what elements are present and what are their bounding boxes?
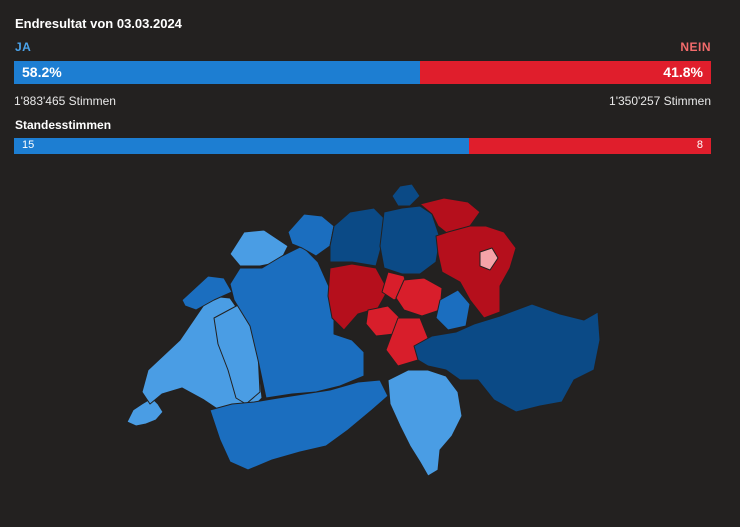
standesstimmen-bar: 15 8 [14, 138, 711, 154]
canton-jura[interactable] [229, 229, 289, 267]
yes-bar-segment: 58.2% [14, 61, 420, 84]
canton-schaffhausen[interactable] [391, 183, 421, 207]
canton-zurich[interactable] [379, 205, 441, 275]
canton-schwyz[interactable] [395, 277, 443, 317]
canton-aargau[interactable] [329, 207, 385, 267]
canton-graubuenden[interactable] [413, 303, 601, 413]
standesstimmen-no-segment: 8 [468, 138, 711, 154]
canton-neuchatel[interactable] [181, 275, 233, 311]
canton-appenzell-innerrhoden[interactable] [479, 247, 499, 271]
canton-st-gallen[interactable] [435, 225, 517, 319]
yes-votes: 1'883'465 Stimmen [14, 94, 116, 108]
result-bar: 58.2% 41.8% [14, 61, 711, 84]
canton-valais[interactable] [209, 379, 389, 471]
standesstimmen-title: Standesstimmen [15, 118, 112, 132]
standesstimmen-no-count: 8 [696, 139, 703, 151]
result-title: Endresultat von 03.03.2024 [15, 16, 182, 31]
canton-glarus[interactable] [435, 289, 471, 331]
no-label: NEIN [680, 40, 711, 54]
yes-percent: 58.2% [22, 64, 62, 80]
no-percent: 41.8% [663, 64, 703, 80]
standesstimmen-yes-count: 15 [22, 139, 35, 151]
no-votes: 1'350'257 Stimmen [609, 94, 711, 108]
standesstimmen-yes-segment: 15 [14, 138, 469, 154]
no-bar-segment: 41.8% [419, 61, 711, 84]
canton-ticino[interactable] [387, 369, 463, 477]
canton-geneva[interactable] [126, 397, 164, 427]
yes-label: JA [15, 40, 32, 54]
